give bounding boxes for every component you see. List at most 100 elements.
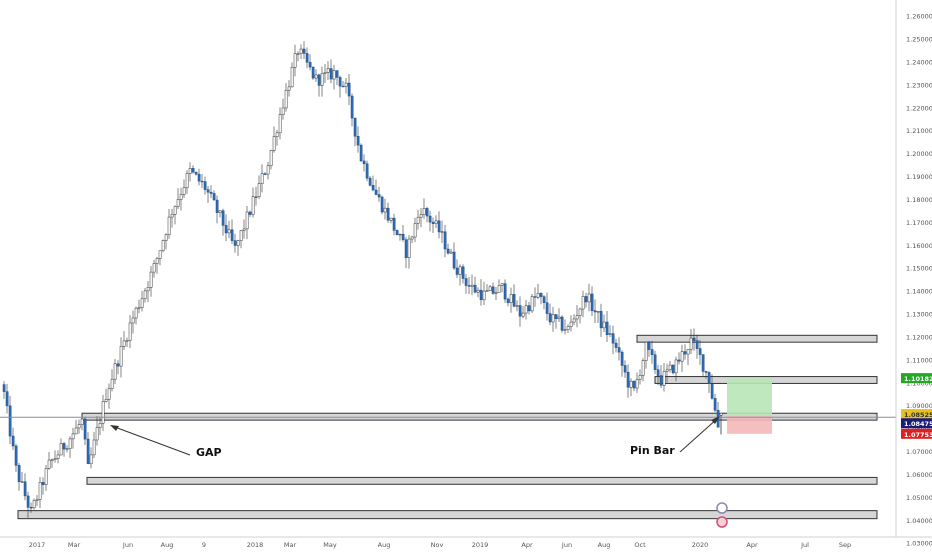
candle-body xyxy=(644,341,648,361)
candle-body xyxy=(479,289,483,301)
candle-body xyxy=(674,359,678,374)
candle-body xyxy=(554,314,558,319)
candle-body xyxy=(683,351,687,355)
candle-body xyxy=(185,173,189,189)
zone-rect xyxy=(86,476,878,485)
y-tick-label: 1.19000 xyxy=(906,173,932,181)
candle-body xyxy=(551,314,555,323)
candle-body xyxy=(458,266,462,275)
candle-body xyxy=(335,70,339,78)
candle-body xyxy=(410,236,414,240)
candle-body xyxy=(512,294,516,307)
y-tick-label: 1.16000 xyxy=(906,242,932,250)
y-tick-label: 1.10000 xyxy=(906,379,932,387)
x-tick-label: 2017 xyxy=(29,541,46,549)
candle-body xyxy=(29,507,33,509)
candle-body xyxy=(179,194,183,200)
candle-body xyxy=(47,459,51,469)
annotations-layer: GAP Pin Bar xyxy=(110,416,720,459)
candle-body xyxy=(317,74,321,86)
candle-body xyxy=(521,312,525,317)
candle-body xyxy=(113,363,117,380)
candle-body xyxy=(653,354,657,370)
candle-body xyxy=(167,216,171,235)
candle-body xyxy=(98,422,102,428)
candle-body xyxy=(110,378,114,389)
candle-body xyxy=(467,285,471,287)
candle-body xyxy=(233,240,237,246)
y-tick-label: 1.17000 xyxy=(906,219,932,227)
event-marker-2[interactable] xyxy=(716,516,728,528)
candle-body xyxy=(386,207,390,221)
price-tag-bg xyxy=(901,373,932,384)
candle-body xyxy=(605,321,609,335)
candle-body xyxy=(161,240,165,251)
candle-body xyxy=(542,296,546,303)
candle-body xyxy=(584,296,588,303)
y-tick-label: 1.15000 xyxy=(906,265,932,273)
candle-body xyxy=(218,210,222,213)
candle-body xyxy=(251,196,255,215)
candle-body xyxy=(5,391,9,407)
candle-body xyxy=(140,298,144,308)
candle-body xyxy=(296,53,300,55)
candle-body xyxy=(686,349,690,355)
candle-body xyxy=(677,359,681,362)
y-tick-label: 1.13000 xyxy=(906,311,932,319)
candle-body xyxy=(581,296,585,310)
candle-body xyxy=(263,173,267,175)
candle-body xyxy=(71,433,75,440)
candle-body xyxy=(701,354,705,372)
candle-body xyxy=(488,286,492,291)
candle-body xyxy=(311,66,315,79)
candle-body xyxy=(461,266,465,279)
candle-body xyxy=(209,191,213,194)
candle-body xyxy=(368,177,372,186)
candle-body xyxy=(206,189,210,193)
candle-body xyxy=(665,369,669,372)
price-tag-text: 1.08475 xyxy=(904,420,932,428)
candle-body xyxy=(173,206,177,215)
candle-body xyxy=(635,379,639,389)
candle-body xyxy=(41,482,45,485)
candle-body xyxy=(446,248,450,254)
candle-body xyxy=(353,117,357,137)
candle-body xyxy=(245,211,249,230)
y-tick-label: 1.09000 xyxy=(906,402,932,410)
candle-body xyxy=(281,107,285,115)
y-tick-label: 1.05000 xyxy=(906,494,932,502)
candle-body xyxy=(383,207,387,213)
candle-body xyxy=(623,365,627,373)
candle-body xyxy=(188,168,192,174)
candle-body xyxy=(704,371,708,373)
candle-body xyxy=(164,234,168,241)
candle-body xyxy=(299,48,303,54)
candle-body xyxy=(398,233,402,236)
candle-body xyxy=(689,337,693,350)
candle-body xyxy=(89,454,93,465)
candle-body xyxy=(497,285,501,293)
candle-body xyxy=(455,267,459,275)
candle-body xyxy=(710,383,714,399)
candle-body xyxy=(620,351,624,366)
candle-body xyxy=(539,293,543,297)
candle-body xyxy=(149,271,153,288)
event-marker-1[interactable] xyxy=(716,502,728,514)
candle-body xyxy=(590,293,594,311)
candle-body xyxy=(269,150,273,167)
x-tick-label: 2019 xyxy=(472,541,489,549)
candle-body xyxy=(407,238,411,258)
candle-body xyxy=(254,196,258,198)
candle-body xyxy=(101,401,105,424)
x-tick-label: Aug xyxy=(161,541,174,549)
x-tick-label: Nov xyxy=(431,541,444,549)
pin-bar-label: Pin Bar xyxy=(630,444,675,457)
candle-body xyxy=(578,308,582,316)
candle-body xyxy=(362,160,366,165)
candle-body xyxy=(59,443,63,456)
candle-body xyxy=(641,360,645,376)
candle-body xyxy=(473,284,477,293)
